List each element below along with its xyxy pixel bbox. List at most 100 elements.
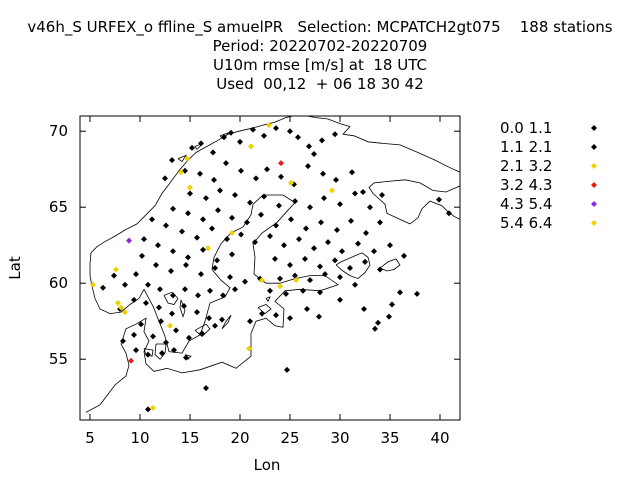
data-point <box>322 271 328 278</box>
data-point <box>131 296 137 303</box>
data-point <box>367 204 373 211</box>
data-point <box>332 257 338 264</box>
data-point <box>122 281 128 288</box>
data-point <box>238 231 244 238</box>
data-point <box>288 179 294 186</box>
data-point <box>387 242 393 249</box>
data-point <box>311 151 317 157</box>
data-point <box>273 222 279 229</box>
data-point <box>173 327 179 334</box>
coastline <box>368 179 460 225</box>
data-point <box>169 157 175 164</box>
data-point <box>332 131 338 138</box>
title-line-1: v46h_S URFEX_o ffline_S amuelPR Selectio… <box>27 18 613 36</box>
y-tick-label: 65 <box>49 198 68 216</box>
data-point <box>361 306 367 313</box>
x-tick-label: 25 <box>280 429 299 447</box>
data-point <box>169 310 175 317</box>
coastline <box>335 252 371 280</box>
axes-layer: 5 10 15 20 25 30 35 40 55 60 65 70 <box>49 116 460 447</box>
data-point <box>205 245 211 252</box>
data-point <box>292 272 298 279</box>
data-point <box>183 261 189 268</box>
legend-marker <box>591 163 597 169</box>
data-point <box>133 271 139 278</box>
data-point <box>211 176 217 183</box>
coastline <box>194 323 211 337</box>
data-point <box>306 143 312 150</box>
data-point <box>246 345 252 352</box>
data-point <box>352 190 358 197</box>
data-point <box>247 199 253 206</box>
title-line-2: Period: 20220702-20220709 <box>212 37 428 55</box>
y-tick-label: 55 <box>49 350 68 368</box>
data-point <box>182 286 188 293</box>
data-point <box>334 227 340 233</box>
data-point <box>296 236 302 243</box>
data-point <box>145 281 151 288</box>
legend-entry: 1.1 2.1 <box>500 138 597 156</box>
data-point <box>293 277 299 284</box>
data-point <box>337 274 343 281</box>
data-point <box>149 216 155 223</box>
data-point <box>339 248 345 255</box>
data-point <box>360 189 366 195</box>
legend-label: 5.4 6.4 <box>500 214 552 232</box>
data-point <box>138 321 144 328</box>
data-point <box>259 310 265 317</box>
data-point <box>120 337 126 344</box>
legend-label: 4.3 5.4 <box>500 195 552 213</box>
data-point <box>145 406 151 413</box>
data-point <box>329 187 335 194</box>
data-point <box>363 230 369 237</box>
data-point <box>157 286 163 293</box>
data-point <box>198 140 204 147</box>
legend: 0.0 1.11.1 2.12.1 3.23.2 4.34.3 5.45.4 6… <box>500 119 597 232</box>
legend-entry: 5.4 6.4 <box>500 214 597 232</box>
data-point <box>141 236 147 243</box>
data-point <box>118 304 124 311</box>
legend-label: 2.1 3.2 <box>500 157 552 175</box>
y-axis-label: Lat <box>6 256 24 280</box>
data-point <box>220 292 226 299</box>
data-point <box>397 289 403 296</box>
data-point <box>200 246 206 253</box>
title-line-4: Used 00,12 + 06 18 30 42 <box>216 75 424 93</box>
legend-entry: 0.0 1.1 <box>500 119 597 137</box>
data-point <box>317 263 323 270</box>
data-point <box>187 190 193 197</box>
data-point <box>261 132 267 139</box>
data-point <box>100 284 106 291</box>
data-point <box>198 271 204 278</box>
data-point <box>194 234 200 241</box>
data-point <box>337 296 343 303</box>
x-tick-label: 20 <box>230 429 249 447</box>
data-point <box>207 287 213 294</box>
data-point <box>305 163 311 170</box>
data-point <box>150 333 156 340</box>
data-point <box>401 252 407 259</box>
data-point <box>185 210 191 217</box>
data-point <box>155 242 161 249</box>
data-point <box>252 239 258 246</box>
coastline <box>163 291 179 305</box>
data-point <box>184 155 190 162</box>
data-point <box>221 134 227 141</box>
data-point <box>318 219 324 226</box>
data-point <box>145 351 151 358</box>
x-axis-label: Lon <box>254 456 281 474</box>
data-point <box>197 170 203 177</box>
data-point <box>179 228 185 235</box>
legend-entry: 4.3 5.4 <box>500 195 597 213</box>
data-point <box>237 138 243 145</box>
data-point <box>181 303 187 309</box>
data-point <box>224 236 230 243</box>
data-point <box>337 201 343 208</box>
data-point <box>372 325 378 332</box>
data-point <box>244 219 250 226</box>
data-point <box>281 242 287 249</box>
data-point <box>264 166 270 173</box>
data-point <box>210 149 216 156</box>
data-point <box>187 184 193 191</box>
data-point <box>288 216 294 223</box>
